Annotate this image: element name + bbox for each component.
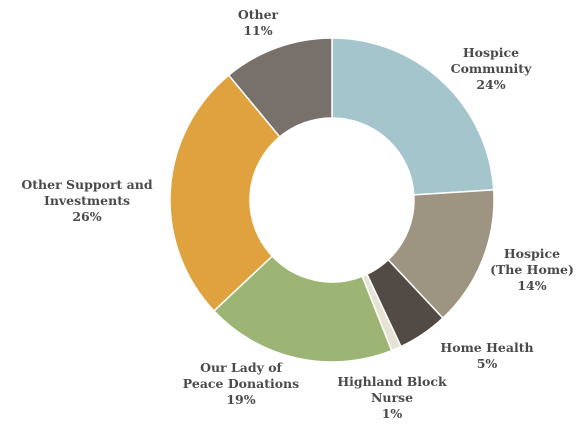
slice-name-label: Other Support and	[21, 177, 152, 192]
label-our-lady-of-peace-donations: Our Lady of Peace Donations 19%	[183, 360, 299, 407]
slice-name-label: Nurse	[371, 390, 413, 405]
slices-group	[169, 37, 495, 363]
slice-hospice-community	[331, 37, 495, 196]
slice-name-label: Peace Donations	[183, 376, 299, 391]
slice-name-label: Home Health	[440, 340, 533, 355]
slice-name-label: Highland Block	[337, 374, 447, 389]
slice-percent-label: 1%	[382, 406, 403, 421]
slice-percent-label: 24%	[476, 77, 505, 92]
slice-other	[227, 37, 333, 138]
label-highland-block-nurse: Highland Block Nurse 1%	[337, 374, 447, 421]
slice-percent-label: 14%	[517, 278, 546, 293]
slice-our-lady-of-peace-donations	[213, 255, 393, 363]
slice-name-label: Investments	[44, 193, 130, 208]
label-hospice-the-home: Hospice (The Home) 14%	[490, 246, 574, 293]
label-other-support-and-investments: Other Support and Investments 26%	[21, 177, 152, 224]
slice-name-label: Hospice	[463, 45, 519, 60]
slice-other-support-and-investments	[169, 74, 281, 312]
label-hospice-community: Hospice Community 24%	[451, 45, 532, 92]
slice-percent-label: 5%	[477, 356, 498, 371]
slice-percent-label: 19%	[226, 392, 255, 407]
slice-percent-label: 26%	[72, 209, 101, 224]
labels-group: Hospice Community 24%Hospice (The Home) 14%H…	[21, 7, 574, 421]
slice-percent-label: 11%	[243, 23, 272, 38]
slice-name-label: Our Lady of	[200, 360, 283, 375]
slice-name-label: (The Home)	[490, 262, 574, 277]
slice-name-label: Community	[451, 61, 532, 76]
label-other: Other 11%	[238, 7, 279, 38]
slice-name-label: Other	[238, 7, 279, 22]
slice-name-label: Hospice	[504, 246, 560, 261]
label-home-health: Home Health 5%	[440, 340, 533, 371]
